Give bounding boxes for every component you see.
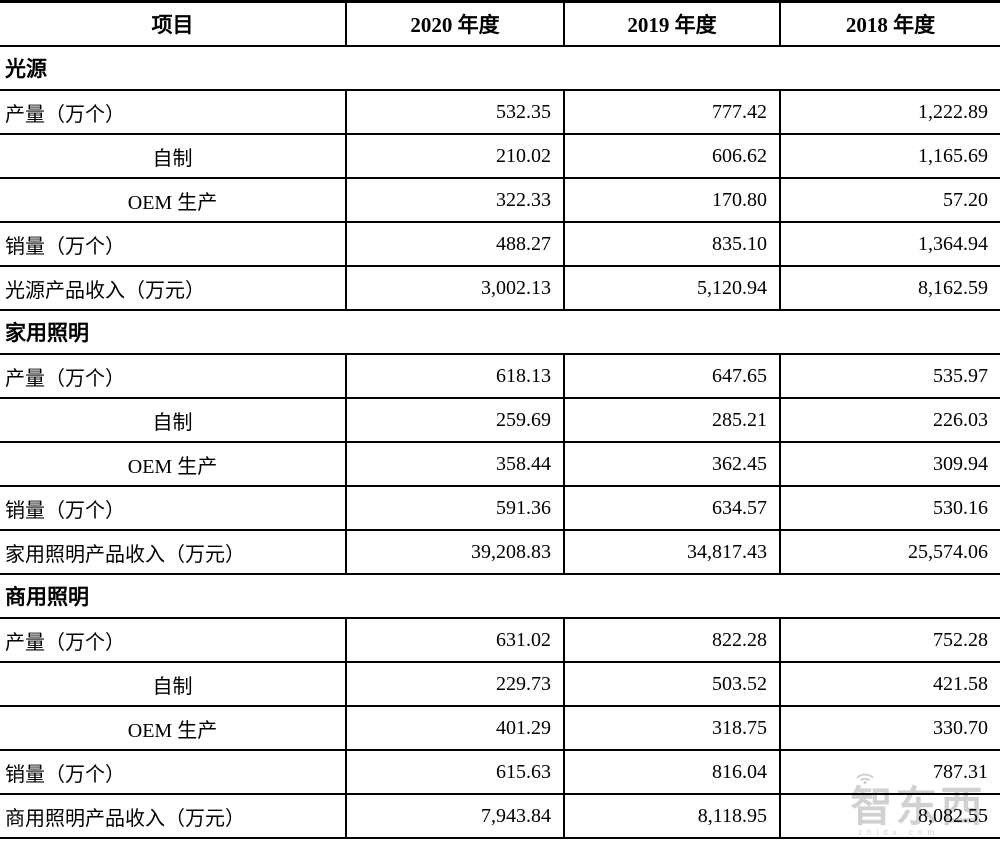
table-row: OEM 生产 358.44 362.45 309.94: [0, 442, 1000, 487]
row-label-cell: 家用照明产品收入（万元）: [0, 530, 347, 575]
value-cell: 1,222.89: [780, 90, 1000, 135]
value-cell: 822.28: [564, 618, 781, 663]
value-cell: 7,943.84: [346, 794, 565, 839]
value-cell: 25,574.06: [780, 530, 1000, 575]
table-row: 自制 259.69 285.21 226.03: [0, 398, 1000, 443]
table-row: OEM 生产 322.33 170.80 57.20: [0, 178, 1000, 223]
section-title-cell: 家用照明: [0, 310, 1000, 355]
value-cell: 647.65: [564, 354, 781, 399]
value-cell: 835.10: [564, 222, 781, 267]
section-row: 商用照明: [0, 574, 1000, 619]
value-cell: 606.62: [564, 134, 781, 179]
column-header-2019: 2019 年度: [564, 0, 781, 47]
value-cell: 816.04: [564, 750, 781, 795]
section-row: 光源: [0, 46, 1000, 91]
row-label-cell: 自制: [0, 398, 347, 443]
value-cell: 3,002.13: [346, 266, 565, 311]
value-cell: 631.02: [346, 618, 565, 663]
table-row: 家用照明产品收入（万元） 39,208.83 34,817.43 25,574.06: [0, 530, 1000, 575]
table-row: 产量（万个） 631.02 822.28 752.28: [0, 618, 1000, 663]
table-body: 光源 产量（万个） 532.35 777.42 1,222.89 自制 210.02 606.…: [0, 46, 1000, 839]
section-row: 家用照明: [0, 310, 1000, 355]
value-cell: 1,364.94: [780, 222, 1000, 267]
table-header-row: 项目 2020 年度 2019 年度 2018 年度: [0, 0, 1000, 47]
value-cell: 8,162.59: [780, 266, 1000, 311]
value-cell: 259.69: [346, 398, 565, 443]
value-cell: 1,165.69: [780, 134, 1000, 179]
value-cell: 322.33: [346, 178, 565, 223]
row-label-cell: 销量（万个）: [0, 222, 347, 267]
row-label-cell: 销量（万个）: [0, 750, 347, 795]
value-cell: 8,082.55: [780, 794, 1000, 839]
value-cell: 309.94: [780, 442, 1000, 487]
row-label-cell: 自制: [0, 134, 347, 179]
row-label-cell: 光源产品收入（万元）: [0, 266, 347, 311]
value-cell: 5,120.94: [564, 266, 781, 311]
value-cell: 787.31: [780, 750, 1000, 795]
column-header-2020: 2020 年度: [346, 0, 565, 47]
table-row: 销量（万个） 615.63 816.04 787.31: [0, 750, 1000, 795]
column-header-2018: 2018 年度: [780, 0, 1000, 47]
value-cell: 229.73: [346, 662, 565, 707]
value-cell: 8,118.95: [564, 794, 781, 839]
value-cell: 362.45: [564, 442, 781, 487]
table-row: 自制 210.02 606.62 1,165.69: [0, 134, 1000, 179]
row-label-cell: 产量（万个）: [0, 618, 347, 663]
row-label-cell: 商用照明产品收入（万元）: [0, 794, 347, 839]
table-row: 自制 229.73 503.52 421.58: [0, 662, 1000, 707]
row-label-cell: 产量（万个）: [0, 354, 347, 399]
section-title-cell: 商用照明: [0, 574, 1000, 619]
section-title-cell: 光源: [0, 46, 1000, 91]
value-cell: 503.52: [564, 662, 781, 707]
table-row: 销量（万个） 591.36 634.57 530.16: [0, 486, 1000, 531]
value-cell: 358.44: [346, 442, 565, 487]
table-row: 产量（万个） 532.35 777.42 1,222.89: [0, 90, 1000, 135]
row-label-cell: OEM 生产: [0, 442, 347, 487]
value-cell: 210.02: [346, 134, 565, 179]
row-label-cell: OEM 生产: [0, 706, 347, 751]
row-label-cell: OEM 生产: [0, 178, 347, 223]
value-cell: 421.58: [780, 662, 1000, 707]
value-cell: 752.28: [780, 618, 1000, 663]
value-cell: 57.20: [780, 178, 1000, 223]
value-cell: 532.35: [346, 90, 565, 135]
value-cell: 488.27: [346, 222, 565, 267]
row-label-cell: 产量（万个）: [0, 90, 347, 135]
value-cell: 591.36: [346, 486, 565, 531]
row-label-cell: 销量（万个）: [0, 486, 347, 531]
row-label-cell: 自制: [0, 662, 347, 707]
column-header-item: 项目: [0, 0, 347, 47]
value-cell: 170.80: [564, 178, 781, 223]
value-cell: 34,817.43: [564, 530, 781, 575]
value-cell: 615.63: [346, 750, 565, 795]
table-row: 产量（万个） 618.13 647.65 535.97: [0, 354, 1000, 399]
value-cell: 285.21: [564, 398, 781, 443]
value-cell: 318.75: [564, 706, 781, 751]
value-cell: 330.70: [780, 706, 1000, 751]
value-cell: 530.16: [780, 486, 1000, 531]
value-cell: 535.97: [780, 354, 1000, 399]
value-cell: 226.03: [780, 398, 1000, 443]
table-row: OEM 生产 401.29 318.75 330.70: [0, 706, 1000, 751]
table-row: 商用照明产品收入（万元） 7,943.84 8,118.95 8,082.55: [0, 794, 1000, 839]
value-cell: 618.13: [346, 354, 565, 399]
table-row: 光源产品收入（万元） 3,002.13 5,120.94 8,162.59: [0, 266, 1000, 311]
value-cell: 401.29: [346, 706, 565, 751]
value-cell: 634.57: [564, 486, 781, 531]
value-cell: 777.42: [564, 90, 781, 135]
table-row: 销量（万个） 488.27 835.10 1,364.94: [0, 222, 1000, 267]
value-cell: 39,208.83: [346, 530, 565, 575]
